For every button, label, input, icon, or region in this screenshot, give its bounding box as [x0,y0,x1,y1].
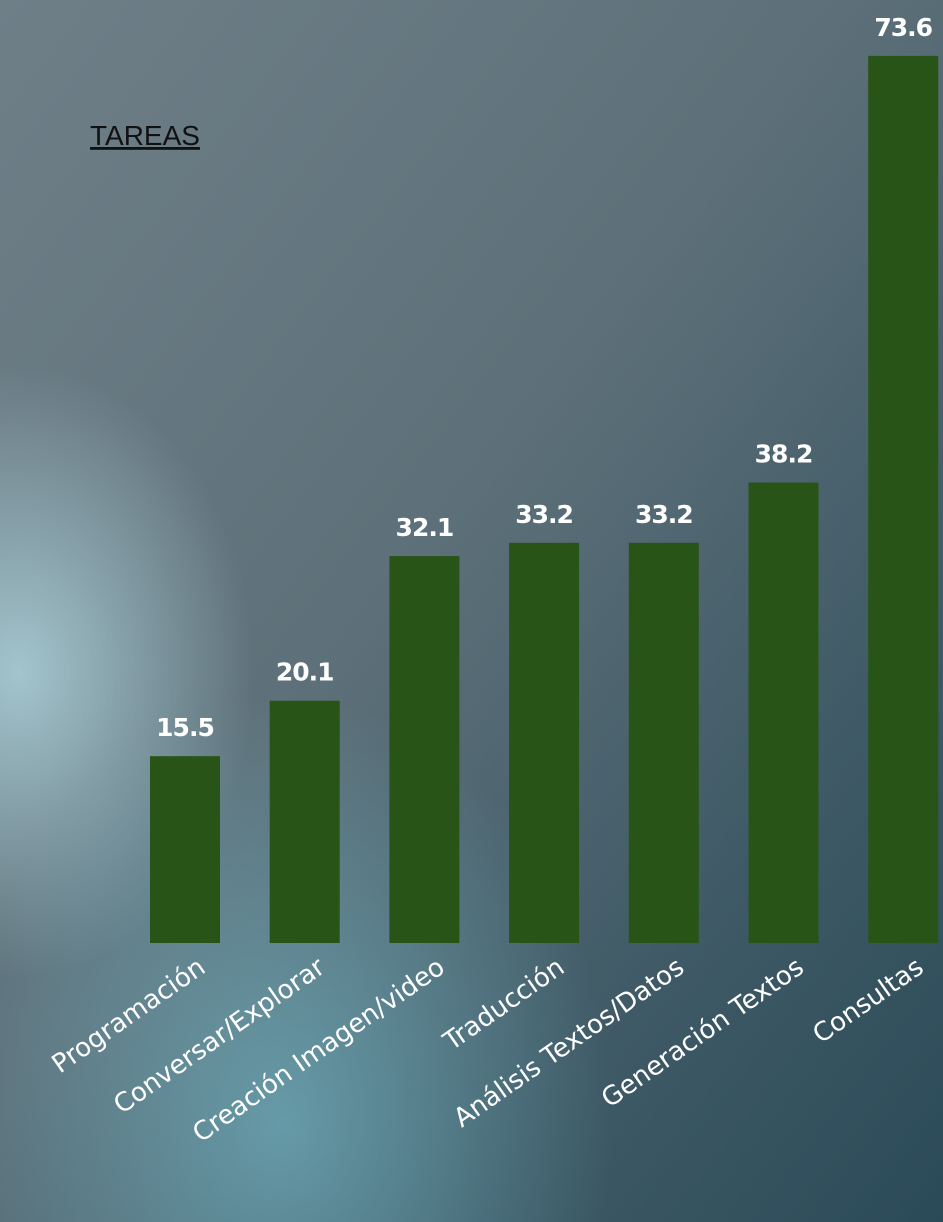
bar [509,542,580,943]
value-label: 20.1 [276,658,334,687]
value-label: 32.1 [396,513,454,542]
bar [150,756,220,943]
value-label: 15.5 [156,713,214,742]
value-label: 33.2 [515,500,573,529]
value-label: 33.2 [635,500,693,529]
bar [389,556,460,943]
value-label: 73.6 [874,13,932,42]
chart-title: TAREAS [90,120,200,151]
bar [868,55,939,943]
bar [269,700,340,943]
bar [748,482,819,943]
value-label: 38.2 [755,440,813,469]
bar [628,542,699,943]
